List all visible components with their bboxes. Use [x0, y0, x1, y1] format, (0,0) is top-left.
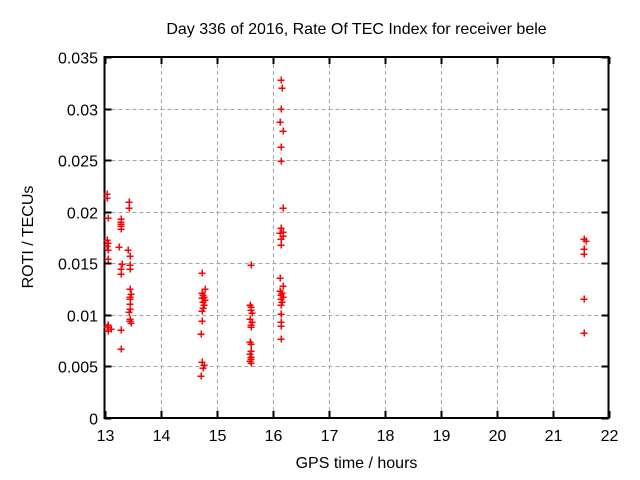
data-point — [277, 105, 285, 113]
y-tick-label: 0.01 — [67, 309, 98, 326]
y-tick-label: 0.035 — [58, 51, 98, 68]
data-point — [276, 118, 284, 126]
y-tick-label: 0.03 — [67, 103, 98, 120]
data-point — [117, 225, 125, 233]
y-tick-label: 0.005 — [58, 360, 98, 377]
data-point — [277, 235, 285, 243]
data-point — [117, 326, 125, 334]
data-point — [248, 309, 256, 317]
data-point — [126, 285, 134, 293]
plot-border — [103, 56, 610, 419]
data-point — [580, 250, 588, 258]
data-point — [103, 194, 111, 202]
data-point — [247, 323, 255, 331]
data-point — [117, 270, 125, 278]
x-tick-label: 22 — [601, 428, 619, 445]
x-tick-label: 17 — [321, 428, 339, 445]
y-tick-label: 0.015 — [58, 257, 98, 274]
data-point — [104, 255, 112, 263]
data-point — [277, 301, 285, 309]
data-point — [201, 285, 209, 293]
x-axis-label: GPS time / hours — [295, 455, 418, 472]
data-point — [277, 241, 285, 249]
data-point — [199, 364, 207, 372]
data-point — [125, 204, 133, 212]
data-point — [103, 323, 111, 331]
x-tick-label: 18 — [377, 428, 395, 445]
data-point — [117, 345, 125, 353]
data-point — [197, 372, 205, 380]
chart-title: Day 336 of 2016, Rate Of TEC Index for r… — [166, 21, 547, 38]
data-point — [277, 76, 285, 84]
data-point — [198, 269, 206, 277]
data-point — [277, 143, 285, 151]
data-point — [104, 246, 112, 254]
data-point — [198, 317, 206, 325]
data-point — [126, 252, 134, 260]
data-point — [197, 330, 205, 338]
data-point — [104, 214, 112, 222]
data-point — [247, 359, 255, 367]
data-point — [279, 282, 287, 290]
data-point — [125, 308, 133, 316]
x-tick-label: 16 — [265, 428, 283, 445]
data-point — [104, 327, 112, 335]
x-tick-label: 21 — [545, 428, 563, 445]
data-point — [247, 261, 255, 269]
data-point — [126, 265, 134, 273]
data-point — [279, 204, 287, 212]
data-point — [125, 198, 133, 206]
data-point — [277, 322, 285, 330]
data-point — [247, 340, 255, 348]
data-point — [276, 274, 284, 282]
data-point — [278, 84, 286, 92]
x-tick-label: 20 — [489, 428, 507, 445]
data-point — [582, 237, 590, 245]
y-tick-label: 0 — [89, 412, 98, 429]
data-point — [277, 224, 285, 232]
x-tick-label: 15 — [209, 428, 227, 445]
y-tick-label: 0.025 — [58, 154, 98, 171]
data-point — [277, 157, 285, 165]
x-tick-label: 13 — [97, 428, 115, 445]
data-point — [580, 295, 588, 303]
data-point — [580, 329, 588, 337]
data-point — [277, 335, 285, 343]
x-tick-label: 14 — [153, 428, 171, 445]
data-point — [115, 243, 123, 251]
data-point — [277, 310, 285, 318]
x-tick-label: 19 — [433, 428, 451, 445]
data-point — [198, 307, 206, 315]
data-point — [124, 246, 132, 254]
data-point — [279, 127, 287, 135]
y-tick-label: 0.02 — [67, 206, 98, 223]
data-point — [127, 319, 135, 327]
data-point — [103, 242, 111, 250]
data-point — [118, 260, 126, 268]
